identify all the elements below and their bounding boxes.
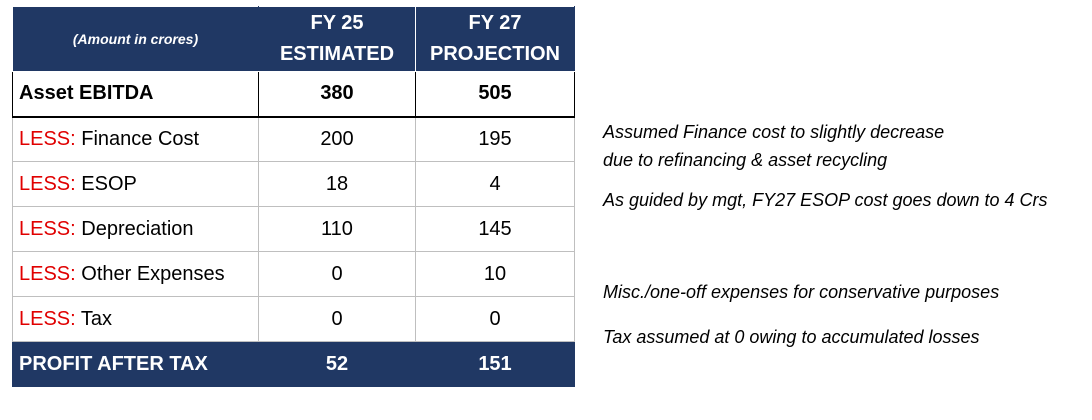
units-label: (Amount in crores) (12, 6, 259, 72)
table-row-asset-ebitda: Asset EBITDA 380 505 (12, 71, 575, 118)
fy25-value: 380 (258, 71, 416, 118)
row-label-text: Finance Cost (75, 127, 200, 150)
table-row-esop: LESS: ESOP 18 4 (12, 161, 575, 207)
fy25-value: 110 (258, 206, 416, 252)
fy25-value: 18 (258, 161, 416, 207)
total-fy27-value: 151 (415, 341, 575, 387)
table-row-tax: LESS: Tax 0 0 (12, 296, 575, 342)
row-label: LESS: Tax (12, 296, 259, 342)
less-prefix: LESS: (19, 127, 76, 150)
less-prefix: LESS: (19, 172, 76, 195)
row-label-text: Tax (75, 307, 113, 330)
table-row-finance-cost: LESS: Finance Cost 200 195 (12, 116, 575, 162)
row-label: LESS: Depreciation (12, 206, 259, 252)
fy27-value: 195 (415, 116, 575, 162)
table-row-other-expenses: LESS: Other Expenses 0 10 (12, 251, 575, 297)
fy27-header-type: PROJECTION (429, 43, 561, 65)
fy27-value: 0 (415, 296, 575, 342)
row-label: LESS: Other Expenses (12, 251, 259, 297)
fy25-header: FY 25 ESTIMATED (258, 6, 416, 72)
fy25-value: 200 (258, 116, 416, 162)
finance-note-line1: Assumed Finance cost to slightly decreas… (603, 122, 945, 142)
less-prefix: LESS: (19, 307, 76, 330)
tax-note: Tax assumed at 0 owing to accumulated lo… (603, 327, 980, 347)
table-row-depreciation: LESS: Depreciation 110 145 (12, 206, 575, 252)
less-prefix: LESS: (19, 262, 76, 285)
row-label-text: Depreciation (75, 217, 194, 240)
esop-note: As guided by mgt, FY27 ESOP cost goes do… (603, 190, 1048, 210)
table-row-profit-after-tax: PROFIT AFTER TAX 52 151 (12, 341, 575, 387)
fy25-value: 0 (258, 251, 416, 297)
fy25-header-year: FY 25 (310, 12, 364, 34)
row-label: LESS: ESOP (12, 161, 259, 207)
row-label: Asset EBITDA (12, 71, 259, 118)
other-expenses-note: Misc./one-off expenses for conservative … (603, 282, 1000, 302)
finance-cost-note: Assumed Finance cost to slightly decreas… (603, 118, 944, 174)
fy25-header-type: ESTIMATED (279, 43, 395, 65)
table-header-row: (Amount in crores) FY 25 ESTIMATED FY 27… (12, 6, 575, 72)
less-prefix: LESS: (19, 217, 76, 240)
fy27-header: FY 27 PROJECTION (415, 6, 575, 72)
fy27-header-year: FY 27 (468, 12, 522, 34)
fy27-value: 10 (415, 251, 575, 297)
row-label-text: Other Expenses (75, 262, 225, 285)
row-label-text: ESOP (75, 172, 137, 195)
fy27-value: 145 (415, 206, 575, 252)
profit-projection-table: (Amount in crores) FY 25 ESTIMATED FY 27… (12, 6, 575, 387)
row-label-text: Asset EBITDA (19, 82, 154, 105)
finance-note-line2: due to refinancing & asset recycling (603, 150, 888, 170)
total-fy25-value: 52 (258, 341, 416, 387)
fy27-value: 4 (415, 161, 575, 207)
fy27-value: 505 (415, 71, 575, 118)
fy25-value: 0 (258, 296, 416, 342)
total-label: PROFIT AFTER TAX (12, 341, 259, 387)
row-label: LESS: Finance Cost (12, 116, 259, 162)
